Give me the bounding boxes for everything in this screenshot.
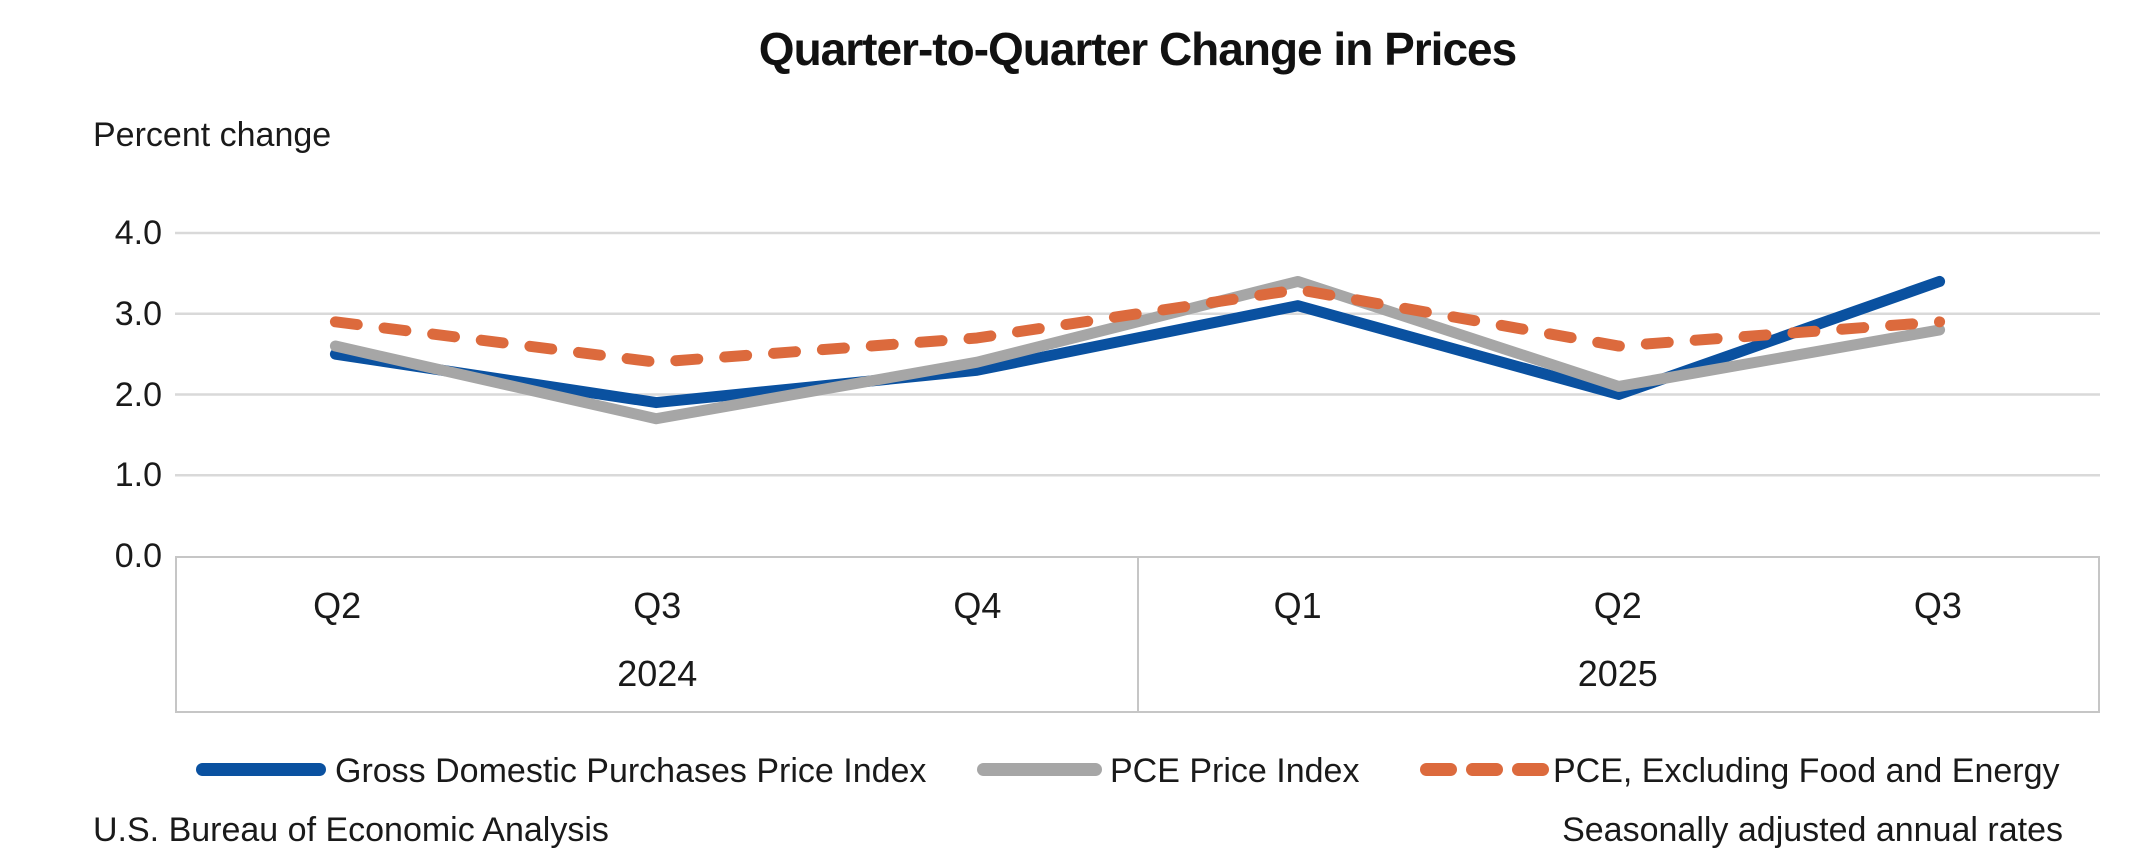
x-axis-band: Q2 Q3 Q4 Q1 Q2 Q3 2024 2025: [175, 556, 2100, 713]
quarter-label-row: Q2 Q3 Q4 Q1 Q2 Q3: [177, 558, 2098, 653]
x-tick-label-2024-q3: Q3: [633, 584, 682, 626]
year-label-2024: 2024: [617, 653, 698, 694]
legend-label-core-pce: PCE, Excluding Food and Energy: [1553, 752, 2060, 790]
x-tick-label-2025-q2: Q2: [1593, 584, 1642, 626]
legend-swatch-pce-price-index: [977, 763, 1102, 776]
x-tick-label-2024-q4: Q4: [953, 584, 1002, 626]
legend-label-gross-domestic-purchases: Gross Domestic Purchases Price Index: [335, 752, 927, 790]
y-axis-unit-label: Percent change: [93, 116, 332, 154]
y-tick-label-0: 0.0: [114, 537, 162, 575]
dash-segment: [1512, 763, 1549, 776]
year-group-divider: [1137, 558, 1139, 711]
source-attribution: U.S. Bureau of Economic Analysis: [93, 811, 609, 849]
legend-swatch-gross-domestic-purchases: [196, 763, 326, 776]
year-label-2025: 2025: [1577, 653, 1658, 694]
y-tick-label-2: 2.0: [114, 376, 162, 414]
y-tick-label-4: 4.0: [114, 214, 162, 252]
series-line-pce-excluding-food-and-energy: [329, 284, 1946, 368]
legend-swatch-core-pce: [1420, 763, 1549, 776]
x-tick-label-2025-q3: Q3: [1913, 584, 1962, 626]
dash-segment: [1420, 763, 1457, 776]
year-label-row: 2024 2025: [177, 653, 2098, 711]
plot-area: [175, 231, 2100, 477]
y-tick-label-3: 3.0: [114, 295, 162, 333]
series-line-pce-price-index: [329, 275, 1946, 425]
y-tick-label-1: 1.0: [114, 456, 162, 494]
dash-segment: [1466, 763, 1503, 776]
x-tick-label-2025-q1: Q1: [1273, 584, 1322, 626]
legend-label-pce-price-index: PCE Price Index: [1110, 752, 1360, 790]
x-tick-label-2024-q2: Q2: [313, 584, 362, 626]
adjustment-note: Seasonally adjusted annual rates: [1562, 811, 2063, 849]
chart-title: Quarter-to-Quarter Change in Prices: [758, 23, 1517, 75]
